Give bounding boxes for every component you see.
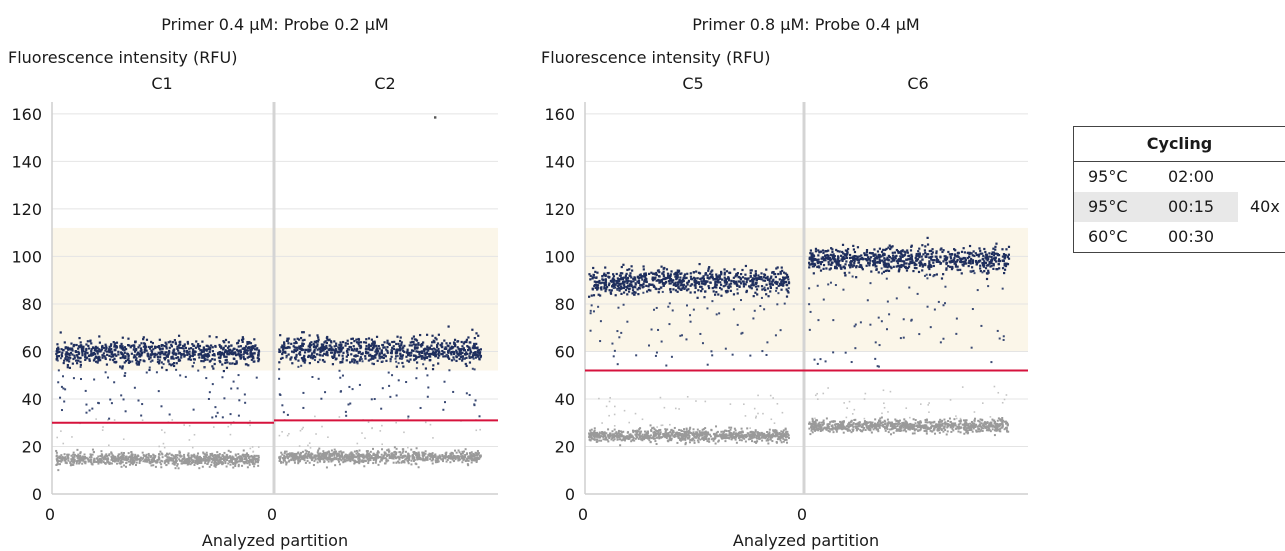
y-tick-label: 140 <box>11 152 42 171</box>
y-tick-label: 60 <box>555 342 575 361</box>
y-tick-label: 20 <box>22 437 42 456</box>
cycling-temp: 95°C <box>1088 167 1128 186</box>
panel-title: Primer 0.4 μM: Probe 0.2 μM <box>161 15 388 34</box>
cycling-temp: 95°C <box>1074 192 1154 222</box>
cycling-row: 95°C 00:15 40x <box>1074 192 1285 222</box>
x-tick-label: 0 <box>578 505 588 524</box>
cycling-row: 60°C 00:30 <box>1074 222 1285 252</box>
x-tick-label: 0 <box>45 505 55 524</box>
cycling-time: 02:00 <box>1168 167 1215 186</box>
y-tick-label: 100 <box>544 247 575 266</box>
y-tick-label: 60 <box>22 342 42 361</box>
y-tick-label: 160 <box>11 105 42 124</box>
cycling-time: 00:15 <box>1154 192 1238 222</box>
y-tick-label: 80 <box>555 295 575 314</box>
cycling-table: Cycling 95°C 02:00 95°C 00:15 40x 60°C 0… <box>1073 126 1285 253</box>
well-label: C6 <box>907 74 928 93</box>
scatter-well-C1 <box>55 331 261 472</box>
cycling-time: 00:30 <box>1168 227 1215 246</box>
chart-panel-1: 0 20 40 60 80 100 120 140 160 Primer 0.4 μM: Prob… <box>8 15 498 550</box>
positive-band <box>585 227 1028 352</box>
y-tick-label: 0 <box>565 485 575 504</box>
y-tick-label: 120 <box>11 200 42 219</box>
outlier-point <box>434 116 437 119</box>
scatter-well-C5 <box>588 262 791 447</box>
scatter-well-C6 <box>808 236 1011 437</box>
y-tick-label: 160 <box>544 105 575 124</box>
cycling-row: 95°C 02:00 <box>1074 162 1285 192</box>
y-tick-label: 80 <box>22 295 42 314</box>
y-tick-label: 140 <box>544 152 575 171</box>
cycling-repeat: 40x <box>1250 197 1280 216</box>
y-axis-label: Fluorescence intensity (RFU) <box>541 48 770 67</box>
cycling-header: Cycling <box>1074 127 1285 162</box>
x-tick-label: 0 <box>267 505 277 524</box>
chart-panel-2: 0 20 40 60 80 100 120 140 160 Primer 0.8 μM: Prob… <box>541 15 1028 550</box>
y-axis-label: Fluorescence intensity (RFU) <box>8 48 237 67</box>
y-tick-label: 120 <box>544 200 575 219</box>
well-label: C5 <box>682 74 703 93</box>
x-axis-label: Analyzed partition <box>733 531 879 550</box>
y-tick-label: 40 <box>22 390 42 409</box>
x-axis-label: Analyzed partition <box>202 531 348 550</box>
panel-title: Primer 0.8 μM: Probe 0.4 μM <box>692 15 919 34</box>
y-tick-label: 40 <box>555 390 575 409</box>
well-label: C2 <box>374 74 395 93</box>
scatter-well-C2 <box>278 116 483 469</box>
x-tick-label: 0 <box>797 505 807 524</box>
well-label: C1 <box>151 74 172 93</box>
y-tick-label: 20 <box>555 437 575 456</box>
y-tick-label: 100 <box>11 247 42 266</box>
y-tick-label: 0 <box>32 485 42 504</box>
cycling-temp: 60°C <box>1088 227 1128 246</box>
